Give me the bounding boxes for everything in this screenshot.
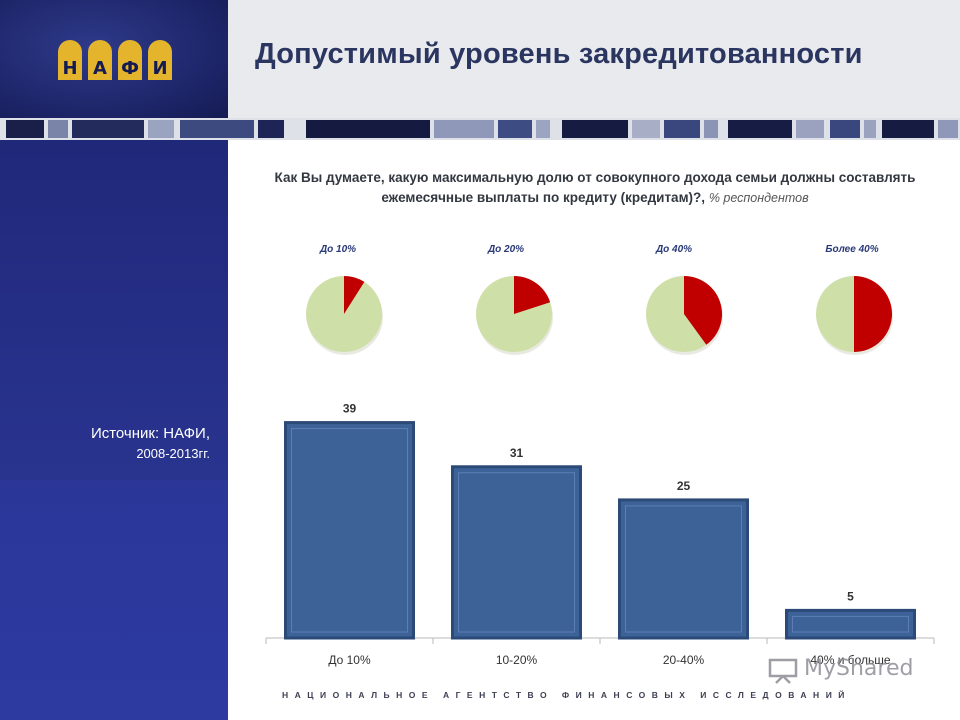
watermark-text: MyShared — [804, 656, 914, 681]
bar-value-label: 25 — [677, 479, 691, 493]
x-tick-label: 40% и больше — [810, 653, 891, 667]
bar-value-label: 5 — [847, 589, 854, 603]
pie-chart-up-to-20 — [476, 276, 553, 355]
watermark: MyShared — [768, 656, 938, 688]
pie-chart-up-to-40 — [646, 276, 723, 355]
bar-group: 25 20-40% — [618, 479, 749, 667]
pie-label: До 20% — [487, 244, 525, 255]
pie-slice — [514, 276, 551, 314]
pie-label: До 40% — [655, 244, 693, 255]
source-note: Источник: НАФИ, 2008-2013гг. — [10, 424, 210, 464]
source-label: Источник: НАФИ, — [90, 425, 210, 442]
decorative-stripe — [0, 118, 960, 140]
source-years: 2008-2013гг. — [136, 446, 210, 461]
bar — [785, 608, 916, 640]
pie-label: Более 40% — [825, 244, 879, 255]
sidebar-header-background — [0, 0, 228, 118]
bar-chart: 39 До 10% 31 10-20% 25 20-40% 5 40% и больше — [265, 402, 935, 667]
bar-group: 31 10-20% — [451, 446, 582, 667]
bar-group: 5 40% и больше — [785, 589, 916, 667]
logo-arch — [118, 40, 142, 58]
pie-label: До 10% — [319, 244, 357, 255]
bar-group: 39 До 10% — [284, 402, 415, 667]
pie-slice — [684, 276, 723, 345]
header-background — [228, 0, 960, 118]
logo-letter: И — [148, 58, 172, 80]
bar — [618, 498, 749, 640]
bar-bevel — [458, 472, 575, 633]
logo-letter: Н — [58, 58, 82, 80]
question-text: Как Вы думаете, какую максимальную долю … — [274, 170, 916, 205]
survey-question: Как Вы думаете, какую максимальную долю … — [240, 168, 950, 208]
x-tick-label: 10-20% — [496, 653, 538, 667]
logo-arch — [88, 40, 112, 58]
question-suffix: % респондентов — [708, 191, 809, 205]
logo-letter: Ф — [118, 58, 142, 80]
bar — [451, 465, 582, 640]
pie-slice — [344, 276, 365, 314]
x-tick-label: 20-40% — [663, 653, 705, 667]
logo-arch — [58, 40, 82, 58]
bar-bevel — [291, 428, 408, 633]
logo-arch — [148, 40, 172, 58]
page-title: Допустимый уровень закредитованности — [255, 38, 863, 70]
x-tick-label: До 10% — [328, 653, 371, 667]
bar-value-label: 31 — [510, 446, 524, 460]
nafi-logo: Н А Ф И — [54, 40, 172, 82]
bar-value-label: 39 — [343, 402, 357, 416]
bar-bevel — [625, 505, 742, 633]
pie-chart-up-to-10 — [306, 276, 383, 355]
pie-slice — [854, 276, 892, 352]
agency-footer: НАЦИОНАЛЬНОЕ АГЕНТСТВО ФИНАНСОВЫХ ИССЛЕД… — [282, 690, 851, 700]
pie-chart-over-40 — [816, 276, 893, 355]
bar — [284, 421, 415, 640]
sidebar-panel — [0, 140, 228, 480]
presentation-icon — [768, 658, 798, 684]
logo-letter: А — [88, 58, 112, 80]
bar-bevel — [792, 615, 909, 633]
